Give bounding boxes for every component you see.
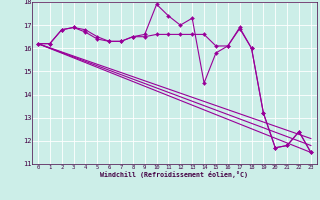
X-axis label: Windchill (Refroidissement éolien,°C): Windchill (Refroidissement éolien,°C) — [100, 171, 248, 178]
